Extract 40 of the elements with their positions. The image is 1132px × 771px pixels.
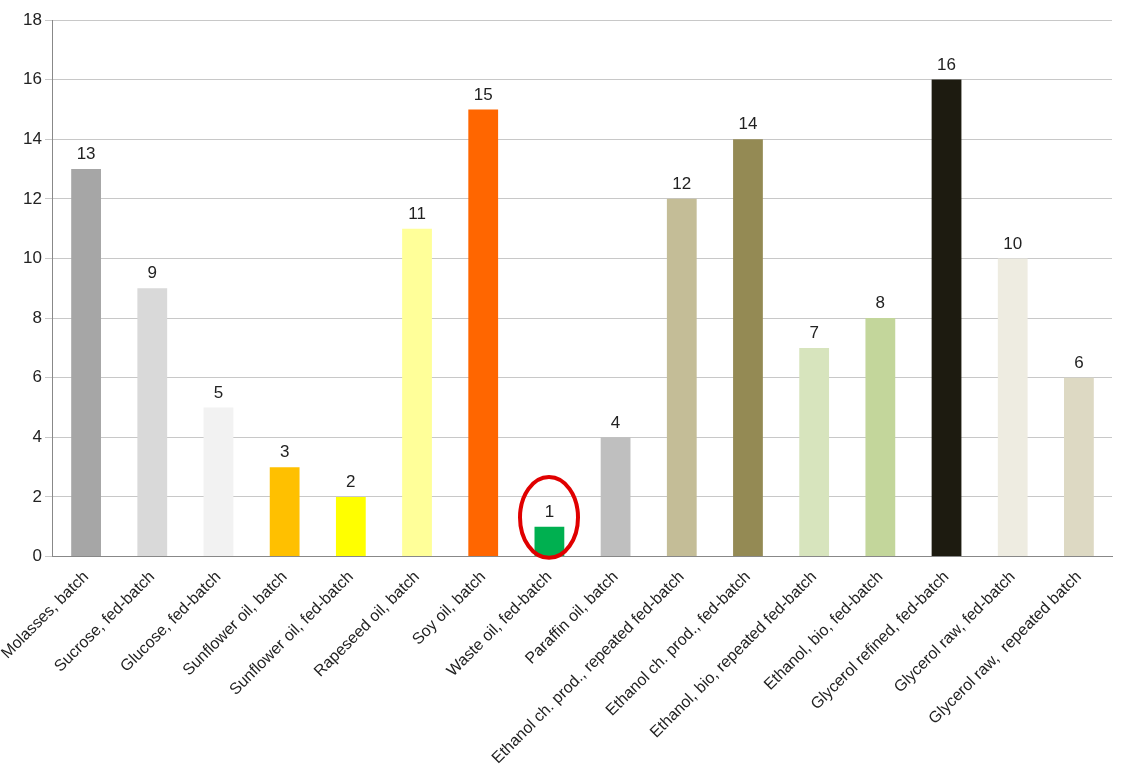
data-label: 5 <box>213 382 224 402</box>
bar <box>865 318 896 557</box>
data-label: 6 <box>1074 352 1084 372</box>
y-tick-label: 18 <box>23 9 42 29</box>
bar <box>1064 377 1094 557</box>
bar <box>203 407 234 557</box>
data-label: 16 <box>937 54 956 74</box>
data-label: 9 <box>147 263 158 283</box>
bar <box>137 288 168 557</box>
y-tick-label: 0 <box>32 546 42 566</box>
bar <box>666 198 697 557</box>
data-label: 14 <box>738 114 758 134</box>
bar <box>468 109 499 557</box>
y-tick-label: 16 <box>23 69 42 89</box>
y-tick-label: 12 <box>23 188 42 208</box>
data-label: 8 <box>875 293 886 313</box>
y-tick-label: 14 <box>23 128 42 148</box>
y-tick-label: 6 <box>32 367 42 387</box>
data-label: 15 <box>473 84 493 104</box>
data-label: 11 <box>408 203 426 223</box>
data-label: 2 <box>346 472 356 492</box>
data-label: 1 <box>544 502 555 521</box>
bar <box>733 139 763 557</box>
bar <box>269 467 300 557</box>
bar <box>997 258 1028 557</box>
bar <box>335 497 366 557</box>
data-label: 7 <box>809 323 819 343</box>
y-tick-label: 10 <box>23 248 42 268</box>
bar <box>402 228 432 557</box>
bar <box>931 79 962 557</box>
data-label: 12 <box>672 174 692 194</box>
data-label: 4 <box>610 412 621 432</box>
data-label: 10 <box>1003 233 1023 253</box>
bar <box>71 169 101 557</box>
y-tick-label: 2 <box>32 486 42 506</box>
bar <box>799 347 830 557</box>
y-tick-label: 4 <box>32 427 42 447</box>
y-tick-label: 8 <box>32 307 42 327</box>
data-label: 3 <box>279 442 290 462</box>
data-label: 13 <box>76 144 96 164</box>
